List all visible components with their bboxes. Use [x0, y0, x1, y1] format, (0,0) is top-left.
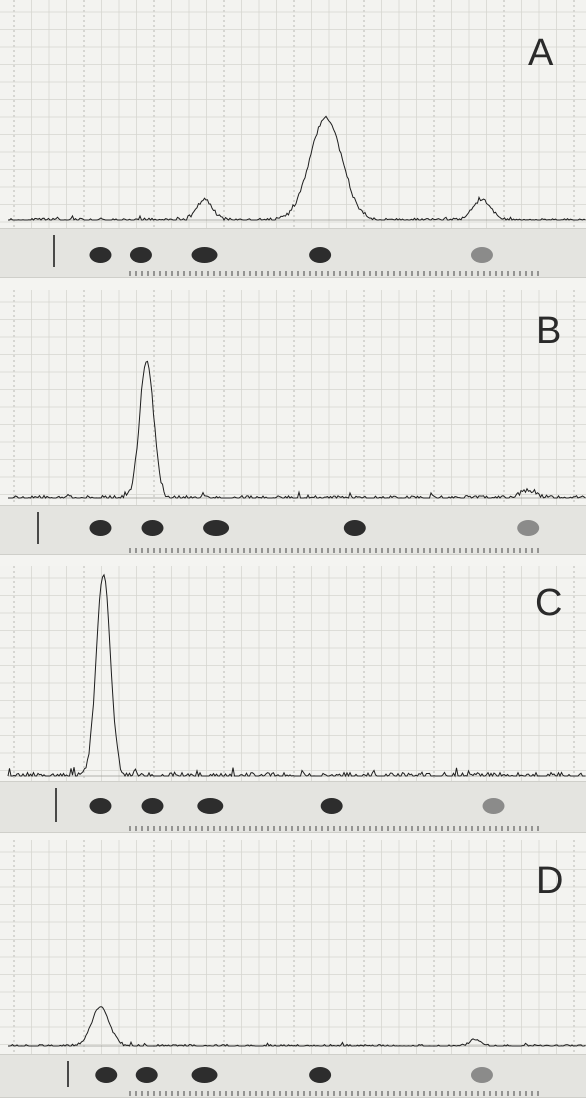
- chart-c-background: [0, 566, 586, 781]
- chart-c: [0, 566, 586, 781]
- strip-b-spot-3: [203, 520, 229, 536]
- strip-b-spot-5: [517, 520, 539, 536]
- strip-d-background: [0, 1055, 586, 1097]
- spot-strip-d-svg: [0, 1055, 586, 1097]
- spot-strip-a: [0, 228, 586, 278]
- strip-d-spot-3: [192, 1067, 218, 1083]
- spot-strip-a-svg: [0, 229, 586, 277]
- spot-strip-b-svg: [0, 506, 586, 554]
- strip-a-background: [0, 229, 586, 277]
- spot-strip-d: [0, 1054, 586, 1098]
- strip-d-spot-4: [309, 1067, 331, 1083]
- chart-d: [0, 840, 586, 1054]
- panel-d: D: [0, 840, 586, 1096]
- strip-c-spot-1: [89, 798, 111, 814]
- chart-a-background: [0, 0, 586, 228]
- strip-b-spot-1: [89, 520, 111, 536]
- chart-b-background: [0, 290, 586, 505]
- chart-d-background: [0, 840, 586, 1054]
- spot-strip-c: [0, 781, 586, 833]
- strip-c-spot-5: [483, 798, 505, 814]
- strip-c-spot-3: [197, 798, 223, 814]
- strip-a-spot-3: [192, 247, 218, 263]
- strip-c-spot-4: [321, 798, 343, 814]
- panel-a: A: [0, 0, 586, 290]
- spot-strip-c-svg: [0, 782, 586, 832]
- strip-a-spot-2: [130, 247, 152, 263]
- strip-b-background: [0, 506, 586, 554]
- spot-strip-b: [0, 505, 586, 555]
- panel-b: B: [0, 290, 586, 566]
- chart-a: [0, 0, 586, 228]
- strip-d-spot-1: [95, 1067, 117, 1083]
- strip-d-spot-5: [471, 1067, 493, 1083]
- panel-label-a: A: [528, 34, 553, 72]
- strip-a-spot-5: [471, 247, 493, 263]
- strip-b-spot-2: [142, 520, 164, 536]
- panel-label-c: C: [535, 584, 562, 622]
- chart-b: [0, 290, 586, 505]
- strip-a-spot-4: [309, 247, 331, 263]
- panel-c: C: [0, 566, 586, 840]
- strip-a-spot-1: [89, 247, 111, 263]
- panel-label-b: B: [536, 312, 561, 350]
- strip-c-spot-2: [142, 798, 164, 814]
- strip-d-spot-2: [136, 1067, 158, 1083]
- panel-label-d: D: [536, 862, 563, 900]
- strip-b-spot-4: [344, 520, 366, 536]
